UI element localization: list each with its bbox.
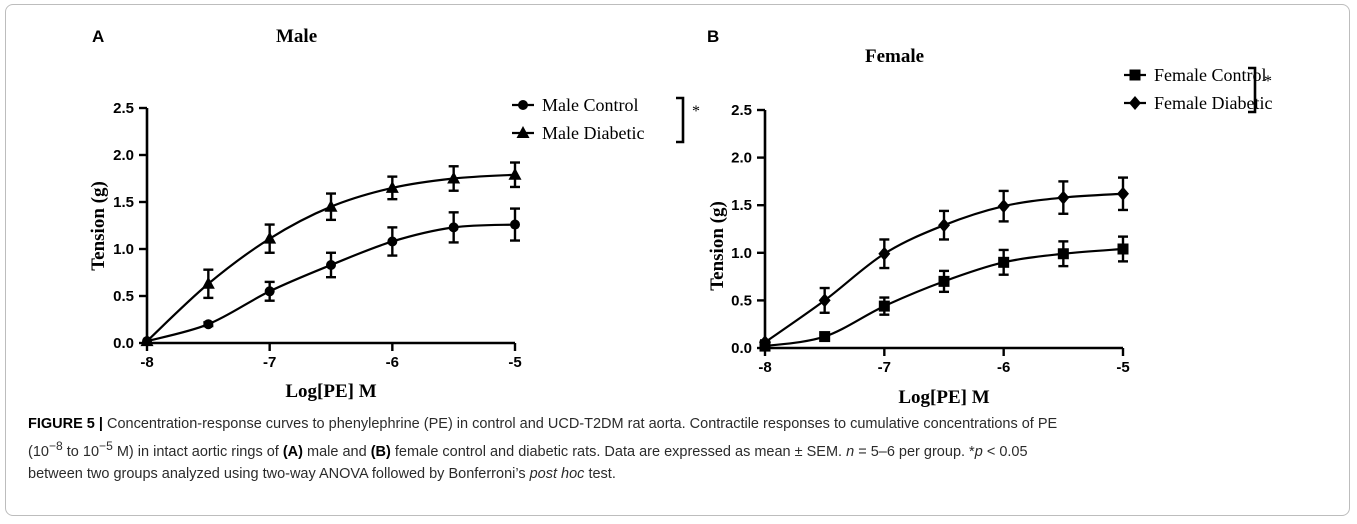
caption-n-variable: n — [846, 443, 855, 460]
data-point-circle — [203, 319, 214, 330]
y-tick-label: 1.0 — [113, 241, 134, 258]
caption-p-variable: p — [974, 443, 983, 460]
caption-label-a: (A) — [282, 443, 303, 460]
data-point-triangle — [140, 334, 154, 347]
significance-bracket — [1248, 66, 1257, 114]
y-tick-label: 1.5 — [731, 197, 752, 214]
legend-marker-circle-icon — [518, 100, 528, 110]
caption-range-mid: to 10 — [62, 443, 100, 460]
panel-a-title: Male — [276, 26, 317, 47]
data-point-diamond — [759, 335, 771, 350]
data-point-triangle — [201, 276, 215, 289]
caption-text-1: Concentration-response curves to phenyle… — [102, 416, 1058, 432]
data-point-triangle — [263, 231, 277, 244]
data-point-square — [1057, 248, 1069, 260]
x-tick-label: -8 — [140, 354, 153, 371]
data-point-circle — [448, 222, 459, 233]
data-point-circle — [510, 219, 520, 230]
data-point-square — [819, 331, 831, 343]
panel-b-title: Female — [865, 46, 924, 67]
legend-marker-triangle-icon — [516, 126, 530, 138]
significance-asterisk: * — [1264, 73, 1272, 90]
x-tick-label: -6 — [997, 359, 1010, 376]
legend-marker-square-icon — [1129, 69, 1141, 81]
panel-a-ylabel: Tension (g) — [88, 181, 109, 271]
significance-asterisk: * — [692, 103, 700, 120]
data-point-triangle — [447, 171, 461, 184]
caption-p-text: < 0.05 — [982, 443, 1028, 460]
y-tick-label: 2.0 — [731, 150, 752, 167]
legend-label: Male Diabetic — [542, 123, 644, 143]
data-point-square — [1117, 243, 1129, 255]
data-point-diamond — [1057, 190, 1070, 205]
y-tick-label: 0.5 — [731, 292, 752, 309]
data-point-diamond — [1117, 186, 1129, 201]
panel-b-plot: 0.0 0.5 1.0 1.5 2.0 2.5 -8 -7 -6 -5 Female Control… — [731, 65, 1272, 376]
legend-label: Female Control — [1154, 65, 1266, 85]
y-tick-label: 1.5 — [113, 194, 134, 211]
data-point-square — [938, 275, 950, 287]
legend-label: Female Diabetic — [1154, 93, 1272, 113]
x-tick-label: -8 — [758, 359, 771, 376]
data-point-triangle — [385, 180, 399, 193]
caption-range-start: (10 — [28, 443, 49, 460]
y-tick-label: 2.5 — [113, 100, 134, 117]
y-tick-label: 2.5 — [731, 102, 752, 119]
data-point-square — [998, 256, 1010, 268]
y-tick-label: 2.0 — [113, 147, 134, 164]
figure-charts: A Male Log[PE] M Tension (g) B Female Lo… — [88, 26, 1272, 408]
data-point-circle — [264, 286, 275, 297]
x-tick-label: -7 — [878, 359, 891, 376]
significance-bracket — [676, 96, 685, 144]
y-tick-label: 1.0 — [731, 245, 752, 262]
caption-exponent-1: −8 — [48, 439, 63, 453]
figure-caption: FIGURE 5 | Concentration-response curves… — [28, 413, 1333, 485]
caption-text-3: between two groups analyzed using two-wa… — [28, 465, 530, 482]
caption-exponent-2: −5 — [99, 439, 113, 453]
legend-marker-diamond-icon — [1129, 96, 1141, 110]
legend-label: Male Control — [542, 95, 639, 115]
data-point-triangle — [324, 199, 338, 212]
panel-b-letter: B — [707, 27, 719, 46]
data-point-diamond — [878, 246, 891, 261]
y-tick-label: 0.0 — [113, 335, 134, 352]
caption-post-hoc: post hoc — [529, 465, 585, 482]
panel-b-ylabel: Tension (g) — [707, 201, 728, 291]
x-tick-label: -6 — [386, 354, 399, 371]
figure-frame — [5, 4, 1350, 516]
caption-line-3: between two groups analyzed using two-wa… — [28, 463, 1333, 485]
data-point-circle — [326, 259, 336, 270]
caption-label-b: (B) — [370, 443, 391, 460]
caption-male-text: male and — [302, 443, 371, 460]
data-point-diamond — [938, 218, 950, 233]
series-line-circle — [146, 223, 516, 343]
series-line-square — [764, 247, 1124, 348]
data-point-square — [878, 300, 890, 312]
caption-line-1: FIGURE 5 | Concentration-response curves… — [28, 413, 1333, 435]
x-tick-label: -7 — [263, 354, 276, 371]
data-point-circle — [387, 236, 398, 247]
panel-a-plot: 0.0 0.5 1.0 1.5 2.0 2.5 -8 -7 -6 -5 Male Control Ma… — [113, 95, 700, 371]
caption-text-3-end: test. — [584, 465, 616, 482]
panel-a-letter: A — [92, 27, 104, 46]
caption-n-text: = 5–6 per group. * — [854, 443, 975, 460]
data-point-triangle — [508, 167, 522, 180]
x-tick-label: -5 — [1116, 359, 1129, 376]
data-point-diamond — [997, 199, 1010, 214]
panel-a-xlabel: Log[PE] M — [285, 381, 376, 402]
caption-figure-label: FIGURE 5 | — [28, 416, 103, 432]
x-tick-label: -5 — [508, 354, 521, 371]
y-tick-label: 0.0 — [731, 340, 752, 357]
y-tick-label: 0.5 — [113, 288, 134, 305]
data-point-diamond — [818, 293, 831, 308]
caption-line-2: (10−8 to 10−5 M) in intact aortic rings … — [28, 435, 1333, 463]
caption-range-end: M) in intact aortic rings of — [112, 443, 283, 460]
caption-female-text: female control and diabetic rats. Data a… — [390, 443, 847, 460]
panel-b-xlabel: Log[PE] M — [898, 387, 989, 408]
